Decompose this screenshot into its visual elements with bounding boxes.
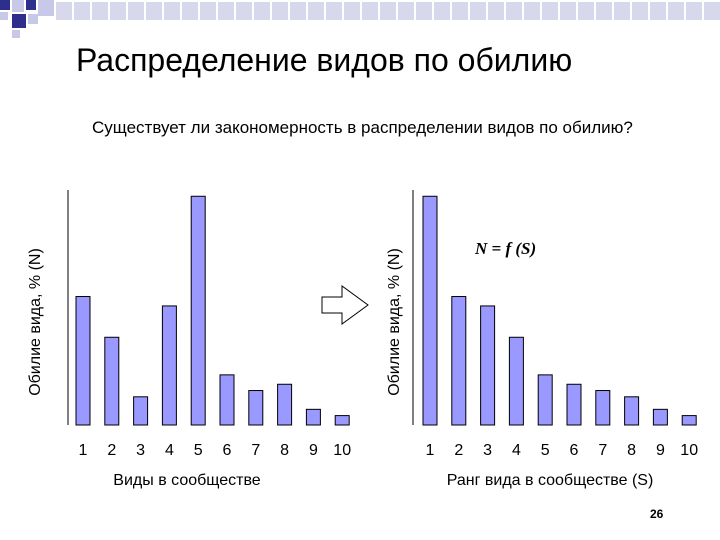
deco-square <box>12 30 20 38</box>
bar-1 <box>422 195 438 426</box>
x-tick-label: 6 <box>223 442 232 459</box>
chart-rank: 1 2 3 4 5 6 7 8 9 10 Обилие вида, % (N) Ранг вида… <box>386 190 698 489</box>
deco-square <box>0 0 10 10</box>
bar-7 <box>595 390 611 426</box>
page-number: 26 <box>650 507 664 521</box>
tick-labels: 1 2 3 4 5 6 7 8 9 10 <box>79 442 352 459</box>
bar-2 <box>451 296 467 426</box>
deco-stripe <box>56 2 720 20</box>
formula-annotation: N = f (S) <box>474 239 536 258</box>
deco-square <box>28 14 38 24</box>
x-tick-label: 9 <box>309 442 318 459</box>
chart-species: 1 2 3 4 5 6 7 8 9 10 Обилие вида, % (N) Виды в со… <box>27 190 351 489</box>
slide-title: Распределение видов по обилию <box>76 42 573 78</box>
x-tick-label: 5 <box>194 442 203 459</box>
x-tick-label: 9 <box>656 442 665 459</box>
bar-3 <box>133 396 149 426</box>
bar-1 <box>75 296 91 426</box>
x-tick-label: 6 <box>570 442 579 459</box>
bar-series <box>422 195 697 426</box>
deco-square <box>0 12 8 20</box>
bar-10 <box>334 415 350 426</box>
bar-series <box>75 195 350 426</box>
x-tick-label: 5 <box>541 442 550 459</box>
deco-square <box>12 14 26 28</box>
bar-7 <box>248 390 264 426</box>
x-tick-label: 7 <box>251 442 260 459</box>
bar-2 <box>104 336 120 426</box>
x-tick-label: 4 <box>512 442 521 459</box>
y-axis-title: Обилие вида, % (N) <box>27 248 44 396</box>
x-tick-label: 3 <box>483 442 492 459</box>
x-tick-label: 8 <box>280 442 289 459</box>
bar-9 <box>305 408 321 426</box>
bar-4 <box>508 336 524 426</box>
bar-6 <box>566 383 582 426</box>
right-arrow-icon <box>321 285 369 325</box>
x-tick-label: 10 <box>333 442 351 459</box>
x-tick-label: 4 <box>165 442 174 459</box>
bar-5 <box>537 374 553 426</box>
deco-square <box>12 0 24 12</box>
bar-10 <box>681 415 697 426</box>
y-axis-title: Обилие вида, % (N) <box>386 248 403 396</box>
deco-square <box>26 0 36 10</box>
x-tick-label: 2 <box>107 442 116 459</box>
bar-8 <box>277 383 293 426</box>
x-axis-title: Виды в сообществе <box>113 472 261 489</box>
x-axis-title: Ранг вида в сообществе (S) <box>447 472 654 489</box>
x-tick-label: 3 <box>136 442 145 459</box>
slide-question: Существует ли закономерность в распредел… <box>92 118 633 137</box>
bar-3 <box>480 305 496 426</box>
bar-9 <box>652 408 668 426</box>
x-tick-label: 1 <box>426 442 435 459</box>
bar-5 <box>190 195 206 426</box>
x-tick-label: 8 <box>627 442 636 459</box>
header-decoration <box>0 0 720 38</box>
tick-labels: 1 2 3 4 5 6 7 8 9 10 <box>426 442 699 459</box>
bar-6 <box>219 374 235 426</box>
bar-4 <box>161 305 177 426</box>
deco-square <box>38 0 54 16</box>
x-tick-label: 2 <box>454 442 463 459</box>
x-tick-label: 1 <box>79 442 88 459</box>
bar-8 <box>624 396 640 426</box>
x-tick-label: 7 <box>598 442 607 459</box>
x-tick-label: 10 <box>680 442 698 459</box>
